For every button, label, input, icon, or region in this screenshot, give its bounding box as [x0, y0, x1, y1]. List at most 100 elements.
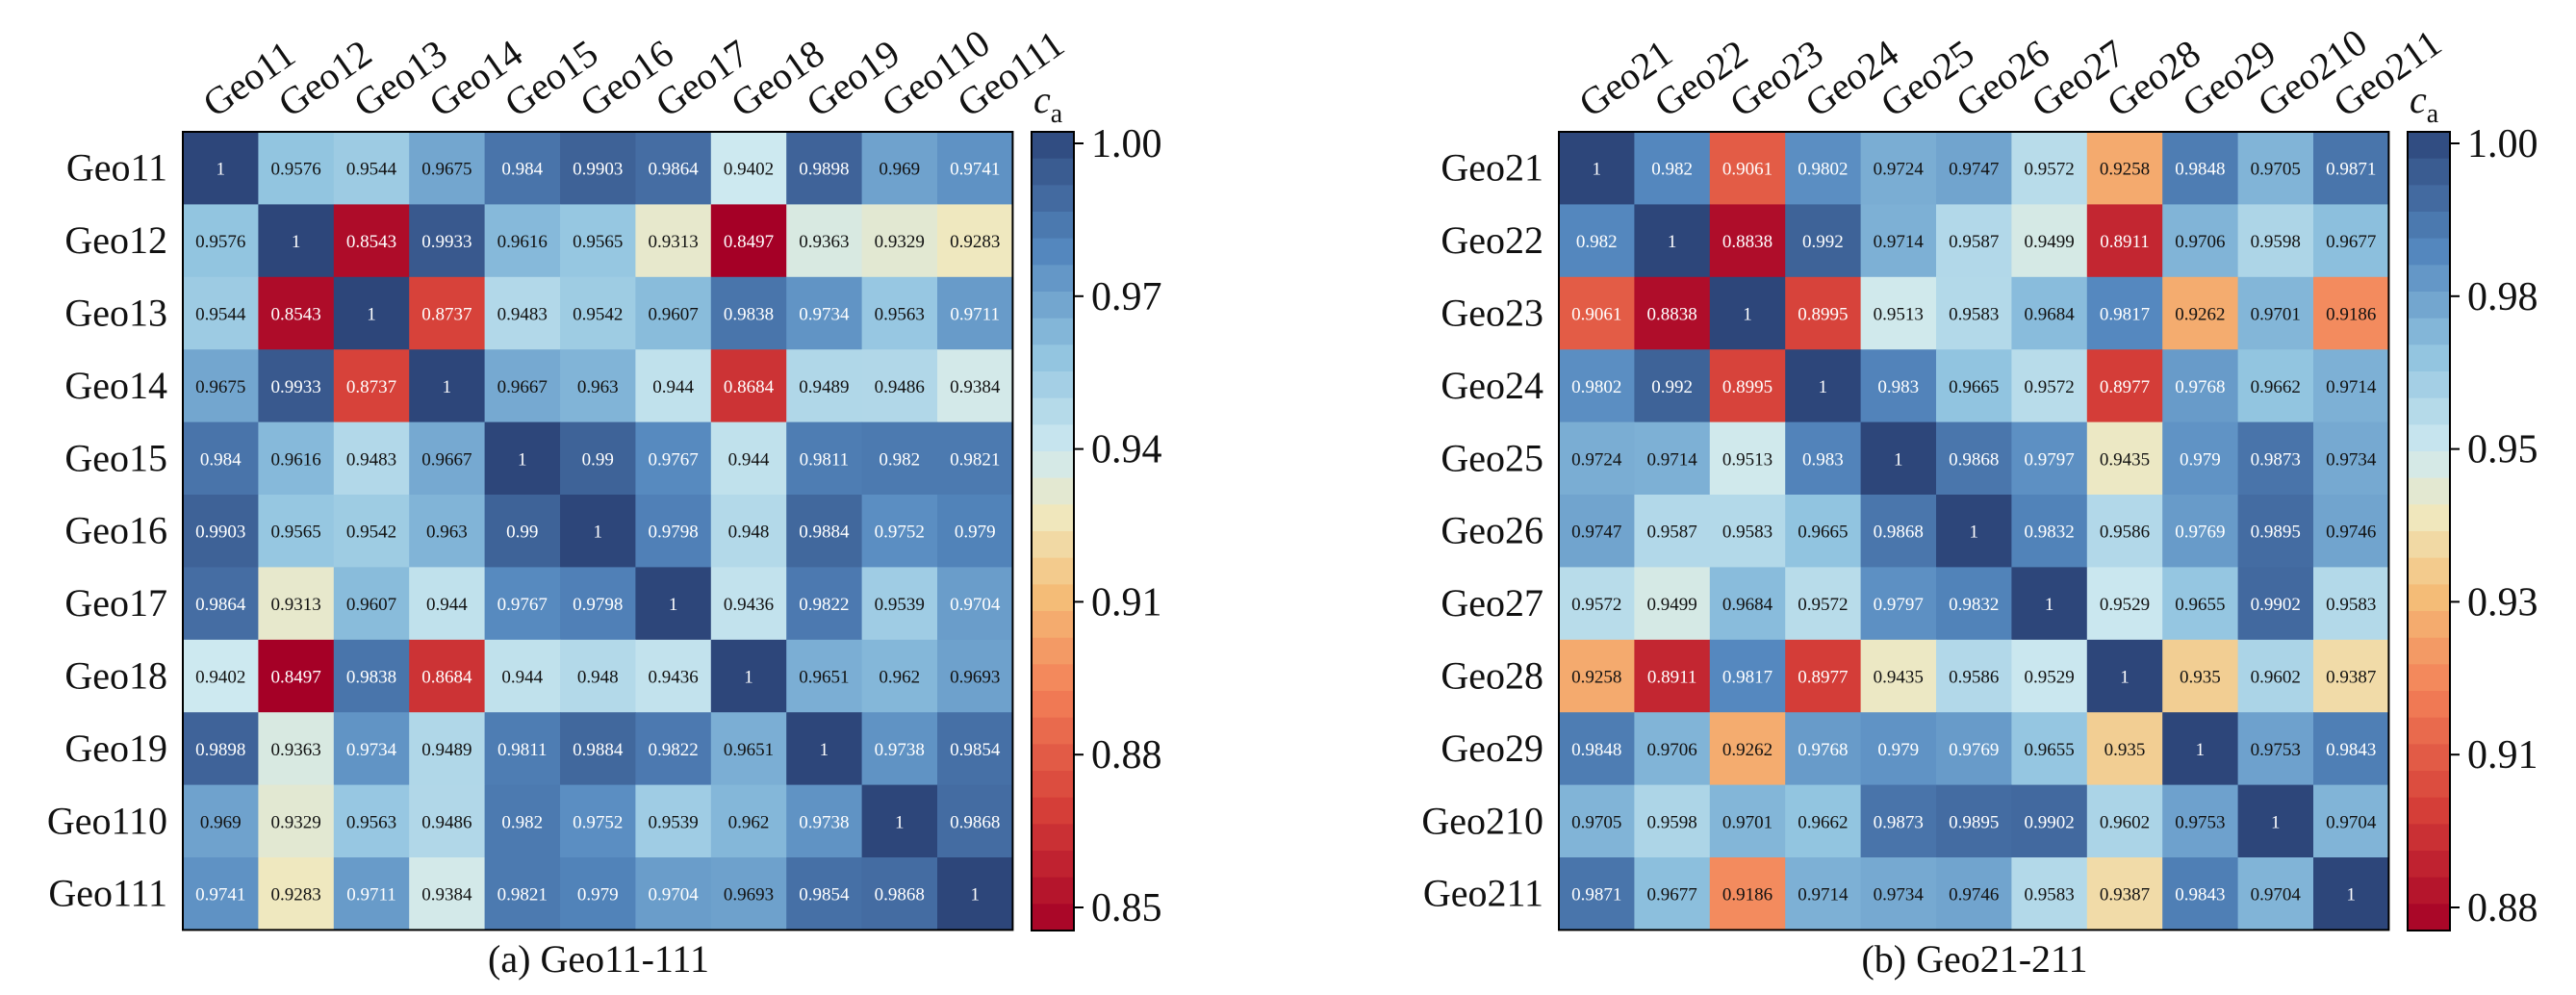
cell-value-label: 0.9677 [2326, 232, 2376, 252]
heatmap-cell [1709, 857, 1786, 931]
cell-value-label: 0.9565 [573, 232, 623, 252]
colorbar-segment [1032, 132, 1074, 160]
heatmap-cell [2237, 639, 2314, 713]
cell-value-label: 0.9704 [2251, 885, 2302, 906]
heatmap-cell [635, 276, 712, 350]
cell-value-label: 0.9705 [2251, 160, 2301, 180]
heatmap-cell [2086, 349, 2163, 423]
cell-value-label: 0.9898 [799, 160, 849, 180]
cell-value-label: 0.9539 [875, 595, 925, 615]
heatmap-cell [2011, 712, 2088, 786]
heatmap-cell [2162, 712, 2239, 786]
cell-value-label: 0.9586 [1949, 668, 1999, 688]
cell-value-label: 0.9384 [950, 377, 1001, 397]
colorbar-segment [2408, 557, 2450, 585]
heatmap-cell [937, 132, 1013, 205]
cell-value-label: 0.935 [2180, 668, 2221, 688]
cell-value-label: 0.9576 [195, 232, 245, 252]
cell-value-label: 0.9724 [1874, 160, 1925, 180]
colorbar-segment [1032, 292, 1074, 319]
cell-value-label: 0.9565 [270, 523, 320, 543]
cell-value-label: 0.948 [577, 668, 619, 688]
heatmap-cell [560, 567, 636, 641]
heatmap-cell [1785, 495, 1862, 568]
cell-value-label: 0.9768 [1798, 740, 1848, 760]
heatmap-cell [635, 132, 712, 205]
cell-value-label: 0.984 [200, 449, 242, 470]
cell-value-label: 0.979 [577, 885, 619, 906]
cell-value-label: 0.9738 [875, 740, 925, 760]
heatmap-cell [2011, 349, 2088, 423]
row-label: Geo13 [64, 292, 167, 335]
heatmap-cell [1860, 132, 1937, 205]
cell-value-label: 1 [895, 812, 905, 832]
heatmap-cell [1559, 639, 1635, 713]
heatmap-cell [635, 204, 712, 278]
cell-value-label: 0.9539 [648, 812, 698, 832]
cell-value-label: 1 [1819, 377, 1828, 397]
heatmap-cell [635, 784, 712, 858]
row-label: Geo21 [1441, 146, 1543, 190]
heatmap-cell [861, 495, 938, 568]
heatmap-cell [2162, 495, 2239, 568]
colorbar-tick-label: 0.98 [2467, 275, 2538, 319]
heatmap-cell [258, 857, 335, 931]
cell-value-label: 0.9572 [1571, 595, 1621, 615]
cell-value-label: 0.9061 [1571, 305, 1621, 325]
heatmap-cell [786, 639, 863, 713]
cell-value-label: 0.9747 [1949, 160, 1999, 180]
cell-value-label: 1 [367, 305, 376, 325]
heatmap-cell [1559, 784, 1635, 858]
cell-value-label: 0.9489 [421, 740, 472, 760]
cell-value-label: 0.9665 [1798, 523, 1848, 543]
colorbar-segment [2408, 371, 2450, 399]
colorbar-segment [1032, 185, 1074, 213]
cell-value-label: 0.9402 [724, 160, 774, 180]
heatmap-cell [183, 784, 259, 858]
cell-value-label: 0.9586 [2100, 523, 2150, 543]
colorbar-segment [1032, 637, 1074, 665]
heatmap-cell [1936, 132, 2012, 205]
heatmap-cell [1634, 495, 1711, 568]
colorbar-tick-label: 0.88 [2467, 886, 2538, 931]
heatmap-cell [1860, 857, 1937, 931]
colorbar-tick-label: 0.95 [2467, 428, 2538, 472]
heatmap-frame [182, 131, 1014, 931]
heatmap-panel-b: 1 0.982 0.9061 0.9802 0.9724 0.9747 0.9572 0.92… [1421, 20, 2538, 981]
colorbar-segment [1032, 877, 1074, 905]
cell-value-label: 0.9769 [2175, 523, 2225, 543]
row-label: Geo29 [1441, 727, 1543, 770]
colorbar-segment [1032, 717, 1074, 745]
colorbar-tick-label: 0.93 [2467, 580, 2538, 625]
cell-value-label: 0.8995 [1798, 305, 1848, 325]
colorbar-tick-label: 1.00 [2467, 122, 2538, 166]
cell-value-label: 0.9529 [2100, 595, 2150, 615]
cell-value-label: 0.9734 [799, 305, 850, 325]
heatmap-cell [710, 349, 787, 423]
heatmap-cell [2313, 712, 2389, 786]
cell-value-label: 0.9655 [2024, 740, 2074, 760]
heatmap-cell [333, 784, 410, 858]
row-label: Geo14 [64, 364, 167, 407]
heatmap-cell [258, 712, 335, 786]
cell-value-label: 0.9746 [2326, 523, 2376, 543]
heatmap-cell [1860, 639, 1937, 713]
cell-value-label: 0.9769 [1949, 740, 1999, 760]
cell-value-label: 0.9258 [2100, 160, 2150, 180]
colorbar-tick-label: 0.91 [2467, 733, 2538, 778]
cell-value-label: 1 [518, 449, 527, 470]
heatmap-cell [484, 712, 561, 786]
heatmap-cell [1709, 421, 1786, 496]
cell-value-label: 0.9616 [497, 232, 548, 252]
heatmap-cell [635, 349, 712, 423]
colorbar-segment [2408, 744, 2450, 772]
colorbar-segment [2408, 477, 2450, 505]
heatmap-cell [1785, 349, 1862, 423]
heatmap-cell [786, 276, 863, 350]
heatmap-cell [1709, 639, 1786, 713]
cell-value-label: 1 [970, 885, 980, 906]
heatmap-cell [635, 639, 712, 713]
cell-value-label: 0.9822 [799, 595, 849, 615]
heatmap-cell [2313, 421, 2389, 496]
cell-value-label: 1 [2045, 595, 2054, 615]
